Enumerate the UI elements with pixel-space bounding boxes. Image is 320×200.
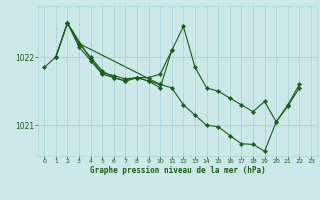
X-axis label: Graphe pression niveau de la mer (hPa): Graphe pression niveau de la mer (hPa) — [90, 166, 266, 175]
